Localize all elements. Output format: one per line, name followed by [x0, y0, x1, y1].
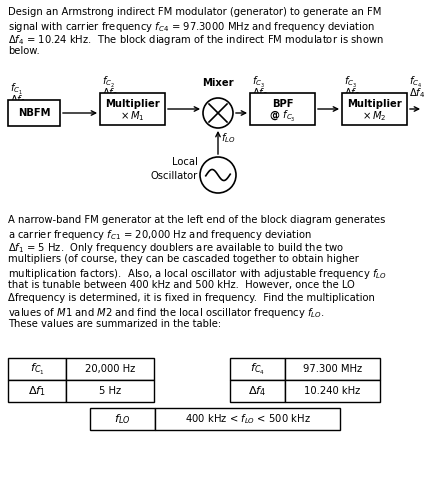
Bar — [8, 380, 66, 402]
Text: Mixer: Mixer — [202, 78, 234, 88]
Bar — [100, 93, 165, 125]
Bar — [285, 380, 380, 402]
Circle shape — [203, 98, 233, 128]
Text: BPF: BPF — [272, 99, 293, 109]
Text: a carrier frequency $f_{C1}$ = 20,000 Hz and frequency deviation: a carrier frequency $f_{C1}$ = 20,000 Hz… — [8, 228, 312, 242]
Bar — [90, 408, 155, 430]
Text: Multiplier: Multiplier — [347, 99, 402, 109]
Text: Δfrequency is determined, it is fixed in frequency.  Find the multiplication: Δfrequency is determined, it is fixed in… — [8, 293, 375, 303]
Text: below.: below. — [8, 46, 40, 56]
Text: $f_{C_2}$: $f_{C_2}$ — [102, 75, 115, 90]
Text: $f_{C_1}$: $f_{C_1}$ — [10, 82, 23, 97]
Text: Design an Armstrong indirect FM modulator (generator) to generate an FM: Design an Armstrong indirect FM modulato… — [8, 7, 382, 17]
Text: $f_{C_4}$: $f_{C_4}$ — [250, 361, 265, 377]
Text: 20,000 Hz: 20,000 Hz — [85, 364, 135, 374]
Text: $\Delta f_1$: $\Delta f_1$ — [10, 93, 26, 107]
Text: multiplication factors).  Also, a local oscillator with adjustable frequency $f_: multiplication factors). Also, a local o… — [8, 267, 387, 281]
Text: $\times\,M_1$: $\times\,M_1$ — [120, 109, 145, 123]
Text: $\times\,M_2$: $\times\,M_2$ — [362, 109, 387, 123]
Bar — [230, 380, 285, 402]
Text: $f_{LO}$: $f_{LO}$ — [114, 412, 131, 426]
Bar — [230, 358, 285, 380]
Text: @ $f_{C_3}$: @ $f_{C_3}$ — [269, 108, 296, 124]
Text: A narrow-band FM generator at the left end of the block diagram generates: A narrow-band FM generator at the left e… — [8, 215, 385, 225]
Text: $\Delta f_1$ = 5 Hz.  Only frequency doublers are available to build the two: $\Delta f_1$ = 5 Hz. Only frequency doub… — [8, 241, 344, 255]
Text: $f_{C_3}$: $f_{C_3}$ — [344, 75, 357, 90]
Bar — [66, 358, 154, 380]
Text: multipliers (of course, they can be cascaded together to obtain higher: multipliers (of course, they can be casc… — [8, 254, 359, 264]
Text: Local
Oscillator: Local Oscillator — [151, 158, 198, 180]
Circle shape — [200, 157, 236, 193]
Text: 5 Hz: 5 Hz — [99, 386, 121, 396]
Text: $f_{C_1}$: $f_{C_1}$ — [30, 361, 44, 377]
Bar — [155, 408, 340, 430]
Text: $f_{C_3}$: $f_{C_3}$ — [252, 75, 265, 90]
Bar — [250, 93, 315, 125]
Text: $\Delta f_4$: $\Delta f_4$ — [409, 86, 426, 100]
Text: values of $M$1 and $M$2 and find the local oscillator frequency $f_{LO}$.: values of $M$1 and $M$2 and find the loc… — [8, 306, 325, 320]
Bar — [8, 100, 60, 126]
Text: Multiplier: Multiplier — [105, 99, 160, 109]
Text: 10.240 kHz: 10.240 kHz — [304, 386, 361, 396]
Text: 400 kHz < $f_{LO}$ < 500 kHz: 400 kHz < $f_{LO}$ < 500 kHz — [184, 412, 310, 426]
Bar — [66, 380, 154, 402]
Text: $\Delta f_3$: $\Delta f_3$ — [252, 86, 268, 100]
Bar — [342, 93, 407, 125]
Text: 97.300 MHz: 97.300 MHz — [303, 364, 362, 374]
Text: $f_{LO}$: $f_{LO}$ — [221, 131, 235, 145]
Text: $f_{C_4}$: $f_{C_4}$ — [409, 75, 422, 90]
Text: signal with carrier frequency $f_{C4}$ = 97.3000 MHz and frequency deviation: signal with carrier frequency $f_{C4}$ =… — [8, 20, 375, 34]
Bar — [8, 358, 66, 380]
Text: $\Delta f_4$: $\Delta f_4$ — [249, 384, 267, 398]
Text: $\Delta f_3$: $\Delta f_3$ — [344, 86, 360, 100]
Text: that is tunable between 400 kHz and 500 kHz.  However, once the LO: that is tunable between 400 kHz and 500 … — [8, 280, 355, 290]
Text: $\Delta f_1$: $\Delta f_1$ — [28, 384, 46, 398]
Text: NBFM: NBFM — [18, 108, 50, 118]
Bar — [285, 358, 380, 380]
Text: These values are summarized in the table:: These values are summarized in the table… — [8, 319, 221, 329]
Text: $\Delta f_2$: $\Delta f_2$ — [102, 86, 118, 100]
Text: $\Delta f_4$ = 10.24 kHz.  The block diagram of the indirect FM modulator is sho: $\Delta f_4$ = 10.24 kHz. The block diag… — [8, 33, 384, 47]
